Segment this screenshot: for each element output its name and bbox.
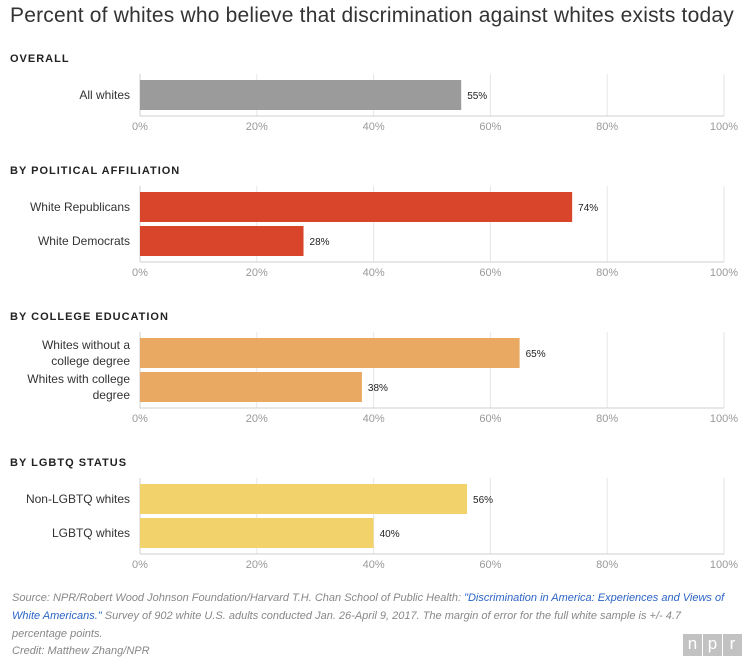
data-label: 74% <box>578 203 598 214</box>
tick-label: 80% <box>596 559 618 571</box>
tick-label: 100% <box>710 121 738 133</box>
tick-label: 80% <box>596 413 618 425</box>
source-prefix: Source: NPR/Robert Wood Johnson Foundati… <box>12 592 465 604</box>
npr-logo-letter: n <box>683 634 702 656</box>
category-label: White Democrats <box>38 234 130 248</box>
bar <box>140 518 374 548</box>
npr-logo: n p r <box>683 634 743 656</box>
bar <box>140 338 520 368</box>
tick-label: 60% <box>479 267 501 279</box>
tick-label: 40% <box>363 413 385 425</box>
tick-label: 40% <box>363 559 385 571</box>
tick-label: 20% <box>246 413 268 425</box>
data-label: 38% <box>368 383 388 394</box>
bar <box>140 372 362 402</box>
tick-label: 0% <box>132 413 148 425</box>
tick-label: 20% <box>246 121 268 133</box>
section-title: OVERALL <box>10 53 70 65</box>
section-title: BY COLLEGE EDUCATION <box>10 311 169 323</box>
tick-label: 80% <box>596 267 618 279</box>
category-label: Non-LGBTQ whites <box>26 492 130 506</box>
tick-label: 40% <box>363 267 385 279</box>
tick-label: 80% <box>596 121 618 133</box>
chart-title: Percent of whites who believe that discr… <box>10 4 734 27</box>
bar <box>140 80 462 110</box>
tick-label: 20% <box>246 267 268 279</box>
category-label: White Republicans <box>30 200 130 214</box>
tick-label: 100% <box>710 267 738 279</box>
tick-label: 40% <box>363 121 385 133</box>
category-label: degree <box>93 388 131 402</box>
data-label: 40% <box>380 529 400 540</box>
chart-area: OVERALL 0% 20% 40% 60% 80% 100% 55% All whites BY… <box>10 53 738 571</box>
tick-label: 60% <box>479 121 501 133</box>
bar <box>140 192 573 222</box>
npr-logo-letter: p <box>703 634 722 656</box>
tick-label: 0% <box>132 121 148 133</box>
source-suffix: Survey of 902 white U.S. adults conducte… <box>12 610 682 640</box>
section-title: BY POLITICAL AFFILIATION <box>10 165 180 177</box>
category-label: Whites without a <box>42 338 130 352</box>
section-title: BY LGBTQ STATUS <box>10 457 127 469</box>
bar <box>140 226 304 256</box>
tick-label: 20% <box>246 559 268 571</box>
tick-label: 60% <box>479 413 501 425</box>
category-label: Whites with college <box>27 372 130 386</box>
tick-label: 100% <box>710 559 738 571</box>
tick-label: 0% <box>132 267 148 279</box>
bar <box>140 484 468 514</box>
data-label: 65% <box>526 349 546 360</box>
category-label: college degree <box>51 354 130 368</box>
category-label: LGBTQ whites <box>52 526 130 540</box>
tick-label: 100% <box>710 413 738 425</box>
tick-label: 0% <box>132 559 148 571</box>
npr-logo-letter: r <box>723 634 742 656</box>
data-label: 56% <box>473 495 493 506</box>
source-note: Source: NPR/Robert Wood Johnson Foundati… <box>12 589 732 643</box>
source-link[interactable]: "Discrimination in America: Experiences … <box>12 592 725 622</box>
category-label: All whites <box>79 88 130 102</box>
credit-line: Credit: Matthew Zhang/NPR <box>12 645 150 657</box>
data-label: 28% <box>310 237 330 248</box>
data-label: 55% <box>467 91 487 102</box>
tick-label: 60% <box>479 559 501 571</box>
